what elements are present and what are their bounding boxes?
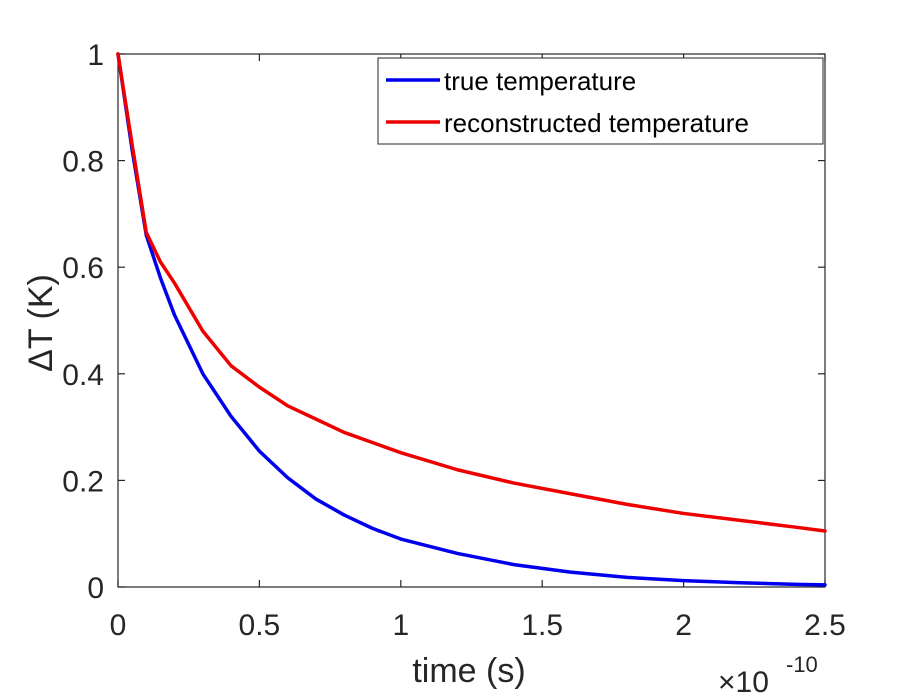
- y-tick-label: 0: [87, 572, 104, 605]
- x-tick-label: 2: [675, 609, 692, 642]
- legend-label-true-temperature: true temperature: [444, 66, 636, 96]
- x-tick-label: 0.5: [239, 609, 281, 642]
- x-exponent-power: -10: [786, 652, 818, 677]
- y-axis-label: ΔT (K): [22, 274, 60, 372]
- x-tick-label: 2.5: [804, 609, 846, 642]
- x-exponent-base: ×10: [718, 666, 769, 699]
- y-tick-label: 0.2: [62, 465, 104, 498]
- y-tick-label: 0.6: [62, 252, 104, 285]
- x-axis-label: time (s): [412, 652, 525, 690]
- y-tick-label: 0.8: [62, 146, 104, 179]
- x-tick-label: 1.5: [521, 609, 563, 642]
- legend-box: [377, 57, 824, 145]
- series-line-true-temperature: [116, 52, 827, 587]
- y-axis: 0 0.2 0.4 0.6 0.8 1: [62, 39, 825, 605]
- x-axis: 0 0.5 1 1.5 2 2.5: [110, 54, 846, 642]
- x-tick-label: 1: [392, 609, 409, 642]
- series-line-reconstructed-temperature: [116, 52, 827, 533]
- legend-label-reconstructed-temperature: reconstructed temperature: [444, 108, 749, 138]
- y-tick-label: 0.4: [62, 359, 104, 392]
- x-tick-label: 0: [110, 609, 127, 642]
- series-lines: [116, 52, 827, 587]
- x-axis-exponent: ×10 -10: [718, 652, 818, 699]
- y-tick-label: 1: [87, 39, 104, 72]
- legend: true temperature reconstructed temperatu…: [377, 57, 824, 145]
